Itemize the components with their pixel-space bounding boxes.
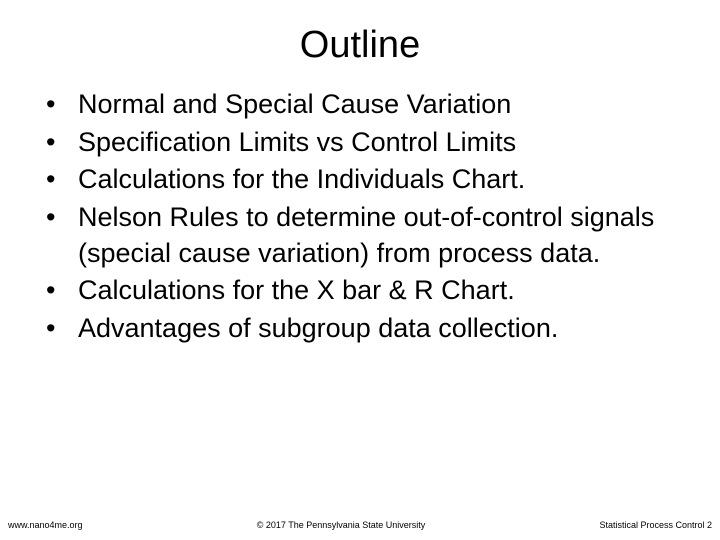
- footer-left: www.nano4me.org: [8, 520, 83, 530]
- slide-title: Outline: [0, 0, 720, 87]
- bullet-text: Calculations for the Individuals Chart.: [78, 162, 680, 198]
- bullet-marker: •: [42, 87, 78, 123]
- bullet-text: Calculations for the X bar & R Chart.: [78, 273, 680, 309]
- bullet-text: Specification Limits vs Control Limits: [78, 125, 680, 161]
- bullet-marker: •: [42, 273, 78, 309]
- bullet-marker: •: [42, 162, 78, 198]
- content-area: • Normal and Special Cause Variation • S…: [0, 87, 720, 346]
- list-item: • Specification Limits vs Control Limits: [42, 125, 680, 161]
- bullet-text: Normal and Special Cause Variation: [78, 87, 680, 123]
- footer-right: Statistical Process Control 2: [599, 520, 712, 530]
- list-item: • Calculations for the Individuals Chart…: [42, 162, 680, 198]
- bullet-marker: •: [42, 200, 78, 236]
- list-item: • Nelson Rules to determine out-of-contr…: [42, 200, 680, 271]
- bullet-text: Nelson Rules to determine out-of-control…: [78, 200, 680, 271]
- list-item: • Calculations for the X bar & R Chart.: [42, 273, 680, 309]
- list-item: • Normal and Special Cause Variation: [42, 87, 680, 123]
- list-item: • Advantages of subgroup data collection…: [42, 311, 680, 347]
- footer: www.nano4me.org © 2017 The Pennsylvania …: [0, 520, 720, 530]
- footer-center: © 2017 The Pennsylvania State University: [83, 520, 600, 530]
- bullet-text: Advantages of subgroup data collection.: [78, 311, 680, 347]
- bullet-marker: •: [42, 311, 78, 347]
- bullet-list: • Normal and Special Cause Variation • S…: [42, 87, 680, 346]
- bullet-marker: •: [42, 125, 78, 161]
